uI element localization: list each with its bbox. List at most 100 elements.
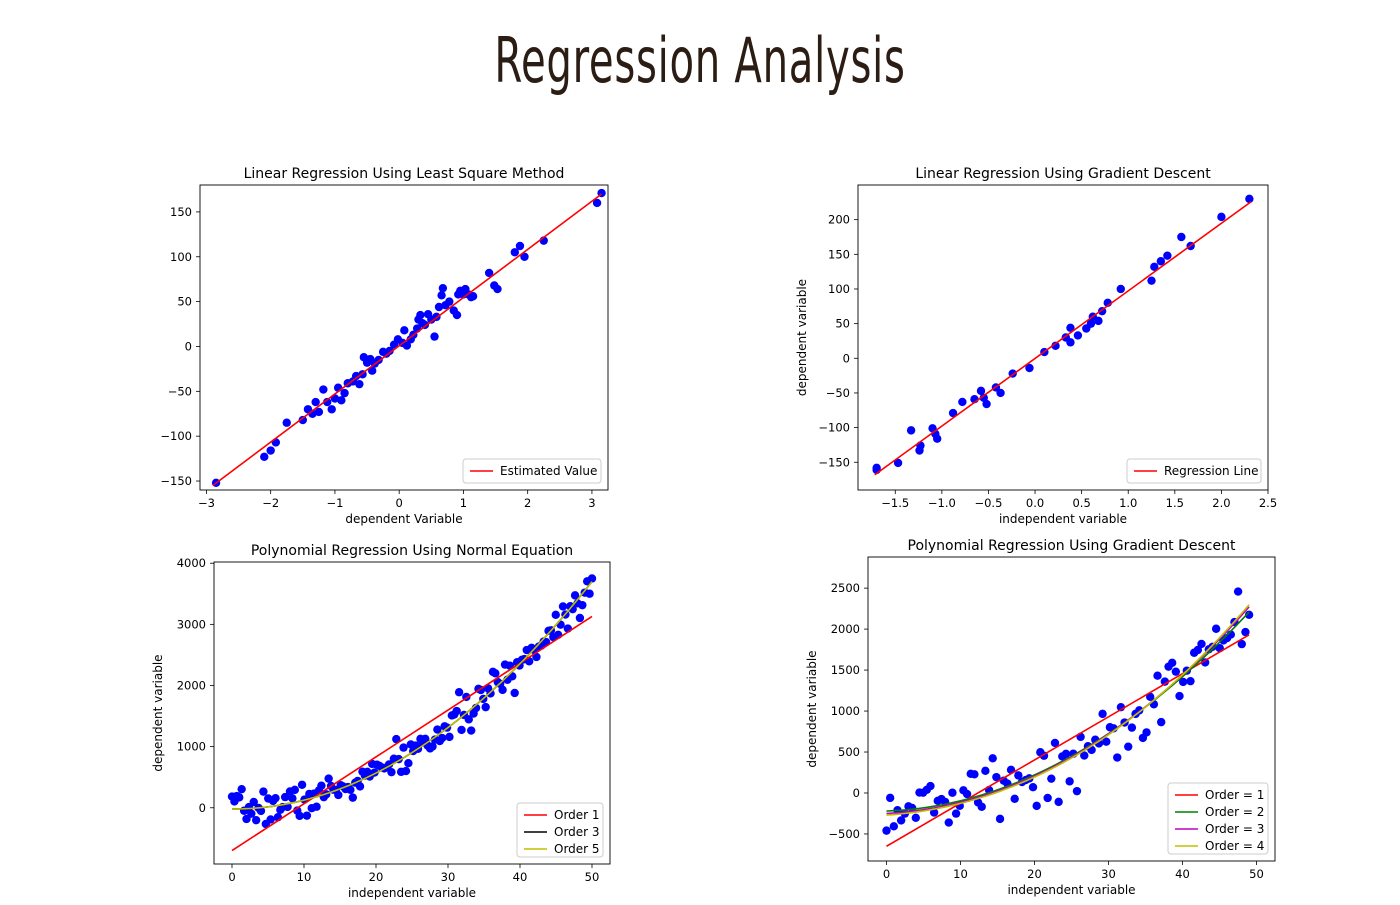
data-point bbox=[1171, 667, 1181, 676]
legend-label: Order = 1 bbox=[1205, 788, 1264, 802]
data-point bbox=[889, 822, 899, 831]
chart-panel-3: Polynomial Regression Using Normal Equat… bbox=[151, 543, 611, 900]
data-point bbox=[929, 808, 939, 817]
plot-area bbox=[227, 574, 597, 852]
data-point bbox=[1066, 338, 1075, 347]
data-point bbox=[1073, 331, 1083, 340]
legend-label: Regression Line bbox=[1164, 464, 1258, 478]
data-point bbox=[916, 441, 925, 450]
data-point bbox=[416, 310, 425, 320]
data-point bbox=[510, 688, 519, 698]
legend-label: Order = 4 bbox=[1205, 839, 1264, 853]
data-point bbox=[346, 785, 355, 795]
data-point bbox=[290, 785, 300, 795]
data-point bbox=[1217, 212, 1226, 222]
data-point bbox=[951, 809, 961, 818]
data-point bbox=[992, 772, 1001, 782]
data-point bbox=[464, 715, 473, 724]
data-point bbox=[1147, 276, 1156, 285]
data-point bbox=[996, 388, 1005, 398]
series-line-1 bbox=[212, 193, 603, 487]
data-point bbox=[1028, 782, 1038, 792]
x-tick-label: −1.5 bbox=[881, 496, 909, 510]
legend: Estimated Value bbox=[462, 458, 602, 484]
data-point bbox=[247, 809, 256, 818]
x-axis-label: independent variable bbox=[999, 512, 1127, 526]
y-tick-label: 50 bbox=[177, 295, 192, 309]
data-point bbox=[970, 770, 979, 779]
data-point bbox=[1175, 691, 1184, 701]
x-tick-label: 20 bbox=[369, 870, 384, 884]
data-point bbox=[1047, 774, 1056, 783]
data-point bbox=[988, 754, 997, 763]
y-tick-label: −50 bbox=[168, 384, 192, 398]
x-tick-label: 0.0 bbox=[1026, 496, 1044, 510]
data-point bbox=[351, 371, 361, 381]
data-point bbox=[982, 399, 991, 409]
plot-area bbox=[882, 587, 1254, 847]
data-point bbox=[933, 434, 942, 443]
data-point bbox=[288, 794, 297, 803]
data-point bbox=[1113, 753, 1122, 762]
data-point bbox=[906, 426, 916, 435]
legend-box bbox=[462, 458, 602, 484]
plot-frame bbox=[199, 184, 609, 491]
data-point bbox=[282, 418, 291, 427]
series-line-2 bbox=[886, 611, 1250, 812]
y-tick-label: 1500 bbox=[831, 663, 860, 677]
data-point bbox=[1142, 728, 1151, 737]
x-axis-label: independent variable bbox=[348, 886, 476, 900]
data-point bbox=[1098, 709, 1107, 719]
data-point bbox=[1163, 251, 1172, 260]
data-point bbox=[256, 806, 266, 816]
data-point bbox=[438, 283, 448, 293]
data-point bbox=[466, 726, 476, 735]
y-tick-label: 2500 bbox=[831, 581, 860, 595]
x-tick-label: 50 bbox=[585, 870, 600, 884]
legend-label: Order = 2 bbox=[1205, 805, 1264, 819]
legend-box bbox=[516, 802, 604, 858]
legend-label: Order 3 bbox=[554, 825, 600, 839]
x-tick-label: 30 bbox=[441, 870, 456, 884]
data-point bbox=[484, 268, 494, 278]
series-line-1 bbox=[874, 200, 1252, 476]
x-tick-label: 1 bbox=[460, 496, 467, 510]
data-point bbox=[486, 689, 495, 698]
y-tick-label: 50 bbox=[835, 317, 850, 331]
data-point bbox=[896, 816, 906, 825]
data-point bbox=[882, 826, 891, 835]
data-point bbox=[578, 600, 587, 610]
y-tick-label: −50 bbox=[826, 386, 850, 400]
data-point bbox=[457, 725, 466, 735]
plot-frame bbox=[213, 561, 611, 865]
data-point bbox=[337, 396, 346, 405]
x-tick-label: −1 bbox=[326, 496, 343, 510]
data-point bbox=[1241, 627, 1250, 637]
data-point bbox=[558, 602, 568, 611]
x-tick-label: 3 bbox=[588, 496, 595, 510]
y-tick-label: 200 bbox=[828, 213, 850, 227]
data-point bbox=[1245, 194, 1254, 204]
data-point bbox=[302, 811, 312, 820]
data-point bbox=[551, 610, 560, 620]
data-point bbox=[445, 297, 454, 306]
plot-frame bbox=[857, 184, 1269, 491]
data-point bbox=[1054, 797, 1063, 807]
series-line-4 bbox=[886, 604, 1250, 816]
data-point bbox=[355, 379, 364, 389]
data-point bbox=[1244, 610, 1254, 620]
legend-label: Estimated Value bbox=[500, 464, 597, 478]
legend-label: Order 1 bbox=[554, 808, 600, 822]
x-tick-label: 0.5 bbox=[1072, 496, 1090, 510]
data-point bbox=[402, 341, 412, 350]
data-point bbox=[995, 814, 1005, 824]
legend-box bbox=[1126, 458, 1262, 484]
data-point bbox=[958, 397, 967, 407]
data-point bbox=[400, 326, 409, 335]
data-point bbox=[348, 793, 358, 802]
data-point bbox=[1193, 645, 1203, 655]
data-point bbox=[468, 292, 478, 301]
data-point bbox=[428, 742, 437, 751]
y-tick-label: 150 bbox=[828, 247, 850, 261]
y-axis-label: dependent variable bbox=[151, 654, 165, 771]
